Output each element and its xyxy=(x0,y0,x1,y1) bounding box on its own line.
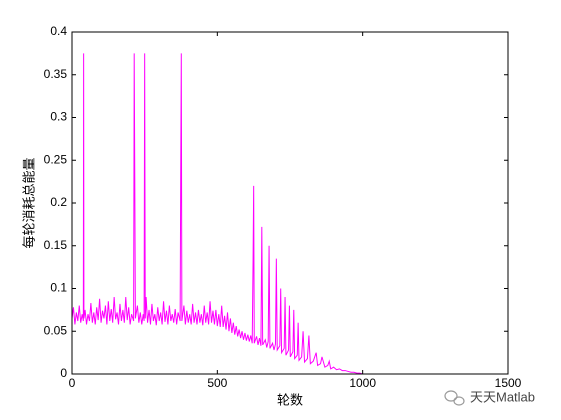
y-tick-label: 0.3 xyxy=(50,110,67,124)
x-tick-label: 1000 xyxy=(349,376,376,390)
y-tick-label: 0.35 xyxy=(44,67,68,81)
y-tick-label: 0.25 xyxy=(44,152,68,166)
y-axis-label: 每轮消耗总能量 xyxy=(21,157,36,248)
watermark-icon xyxy=(444,390,465,406)
y-tick-label: 0.15 xyxy=(44,238,68,252)
y-tick-label: 0.2 xyxy=(50,195,67,209)
x-tick-label: 0 xyxy=(69,376,76,390)
y-tick-label: 0.4 xyxy=(50,24,67,38)
watermark: 天天Matlab xyxy=(470,389,535,404)
data-line xyxy=(71,53,363,375)
y-tick-label: 0.05 xyxy=(44,323,68,337)
x-tick-label: 1500 xyxy=(495,376,522,390)
x-tick-label: 500 xyxy=(207,376,227,390)
x-axis-label: 轮数 xyxy=(277,392,303,407)
y-tick-label: 0.1 xyxy=(50,281,67,295)
y-tick-label: 0 xyxy=(60,366,67,380)
